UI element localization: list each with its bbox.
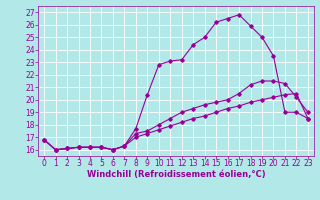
X-axis label: Windchill (Refroidissement éolien,°C): Windchill (Refroidissement éolien,°C) — [87, 170, 265, 179]
